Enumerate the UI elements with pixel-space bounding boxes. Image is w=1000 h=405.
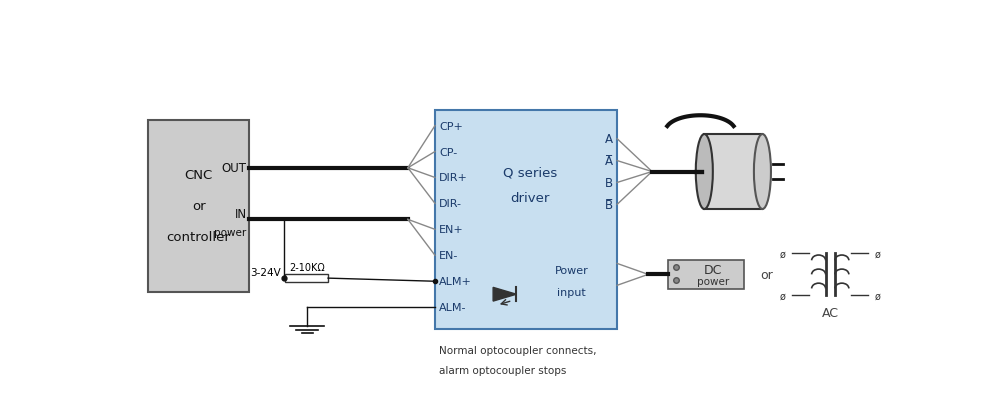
Text: CP+: CP+ xyxy=(439,121,463,131)
Text: A̅: A̅ xyxy=(605,155,613,168)
Text: ø: ø xyxy=(875,291,880,301)
Text: power: power xyxy=(214,227,247,237)
Text: 2-10KΩ: 2-10KΩ xyxy=(289,262,325,272)
Text: Power: Power xyxy=(555,265,588,275)
Text: Q series: Q series xyxy=(503,166,557,179)
Ellipse shape xyxy=(696,135,713,209)
Polygon shape xyxy=(668,260,744,290)
Text: ALM-: ALM- xyxy=(439,303,466,312)
Text: CNC: CNC xyxy=(184,168,213,181)
Text: controller: controller xyxy=(167,231,231,244)
Text: OUT: OUT xyxy=(222,162,247,175)
Text: ø: ø xyxy=(780,249,786,259)
Text: or: or xyxy=(760,268,773,281)
Text: B: B xyxy=(605,177,613,190)
Text: ø: ø xyxy=(780,291,786,301)
Text: EN-: EN- xyxy=(439,251,458,261)
Text: driver: driver xyxy=(510,192,549,205)
Polygon shape xyxy=(493,288,516,301)
Ellipse shape xyxy=(754,135,771,209)
Text: DC: DC xyxy=(704,263,722,276)
Text: or: or xyxy=(192,200,205,213)
Text: EN+: EN+ xyxy=(439,225,464,235)
Text: ALM+: ALM+ xyxy=(439,277,472,287)
Bar xyxy=(285,275,328,282)
Bar xyxy=(435,111,617,329)
Text: ø: ø xyxy=(875,249,880,259)
Text: power: power xyxy=(697,276,729,286)
Text: Normal optocoupler connects,: Normal optocoupler connects, xyxy=(439,345,596,355)
Text: CP-: CP- xyxy=(439,147,457,157)
Text: IN: IN xyxy=(235,207,247,220)
Bar xyxy=(148,120,249,292)
Text: DIR-: DIR- xyxy=(439,199,462,209)
Text: DIR+: DIR+ xyxy=(439,173,468,183)
Text: A: A xyxy=(605,133,613,146)
Text: alarm optocoupler stops: alarm optocoupler stops xyxy=(439,365,566,375)
Bar xyxy=(704,135,762,209)
Text: B̅: B̅ xyxy=(605,198,613,211)
Text: AC: AC xyxy=(822,307,839,320)
Text: 3-24V: 3-24V xyxy=(250,267,281,277)
Text: input: input xyxy=(557,287,586,297)
